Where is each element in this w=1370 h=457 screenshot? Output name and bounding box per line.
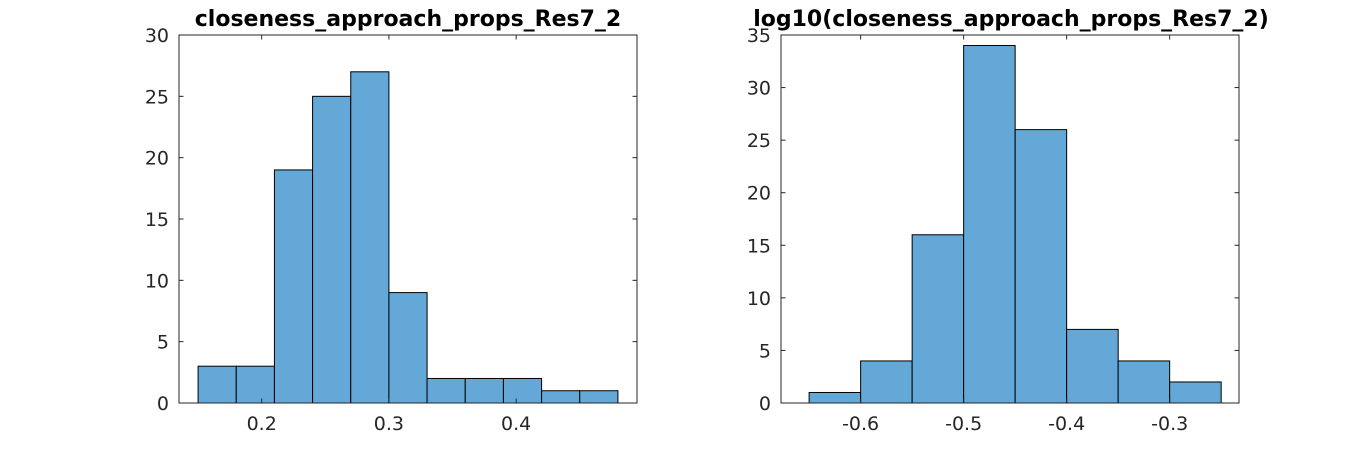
right-histogram-bar-5 xyxy=(1066,328,1119,404)
left-ytick-label: 30 xyxy=(145,25,169,47)
right-xtick-label: -0.4 xyxy=(1048,413,1085,435)
right-ytick-label: 25 xyxy=(747,130,771,152)
right-histogram-bar-4 xyxy=(1014,129,1068,404)
right-xtick-label: -0.5 xyxy=(945,413,982,435)
left-ytick-label: 0 xyxy=(157,393,169,415)
right-histogram-bar-2 xyxy=(911,234,965,404)
left-histogram-bar-5 xyxy=(388,292,428,404)
left-xtick-label: 0.2 xyxy=(247,413,277,435)
right-xtick-label: -0.6 xyxy=(842,413,879,435)
right-ytick-label: 0 xyxy=(759,393,771,415)
right-ytick-label: 20 xyxy=(747,183,771,205)
left-histogram-bar-3 xyxy=(312,95,352,404)
right-histogram-bars xyxy=(808,45,1222,404)
right-axes-box xyxy=(780,34,1240,404)
right-chart-title: log10(closeness_approach_props_Res7_2) xyxy=(753,7,1269,32)
left-histogram-bar-9 xyxy=(541,390,581,404)
right-ytick-label: 30 xyxy=(747,78,771,100)
left-histogram-bar-10 xyxy=(579,390,619,404)
left-histogram-bars xyxy=(197,71,619,404)
right-histogram-bar-1 xyxy=(860,360,913,404)
right-ytick-label: 35 xyxy=(747,25,771,47)
right-histogram-plot: log10(closeness_approach_props_Res7_2) 0… xyxy=(747,7,1269,435)
right-ytick-label: 10 xyxy=(747,288,771,310)
right-histogram-bar-7 xyxy=(1169,381,1222,404)
left-histogram-bar-6 xyxy=(426,377,466,404)
left-xtick-label: 0.4 xyxy=(501,413,531,435)
left-histogram-plot: closeness_approach_props_Res7_2 0 5 10 15 20… xyxy=(145,7,638,435)
left-ytick-label: 20 xyxy=(145,148,169,170)
left-histogram-bar-1 xyxy=(235,365,275,404)
right-histogram-bar-6 xyxy=(1117,360,1171,404)
left-ytick-label: 25 xyxy=(145,86,169,108)
left-histogram-bar-8 xyxy=(502,377,543,404)
right-ytick-label: 15 xyxy=(747,235,771,257)
left-axis-ticks: 0 5 10 15 20 25 30 0.2 0.3 0.4 xyxy=(145,25,637,435)
right-ytick-label: 5 xyxy=(759,340,771,362)
left-histogram-bar-0 xyxy=(197,365,237,404)
left-histogram-bar-2 xyxy=(273,169,314,404)
left-chart-title: closeness_approach_props_Res7_2 xyxy=(195,7,621,32)
left-ytick-label: 5 xyxy=(157,332,169,354)
right-histogram-bar-0 xyxy=(808,391,862,404)
left-histogram-bar-7 xyxy=(464,377,504,404)
right-histogram-bar-3 xyxy=(963,45,1016,404)
right-axis-ticks: 0 5 10 15 20 25 30 35 -0.6 -0.5 -0.4 -0.3 xyxy=(747,25,1239,435)
left-histogram-bar-4 xyxy=(350,71,390,404)
left-ytick-label: 10 xyxy=(145,270,169,292)
right-xtick-label: -0.3 xyxy=(1151,413,1188,435)
left-xtick-label: 0.3 xyxy=(374,413,404,435)
left-ytick-label: 15 xyxy=(145,209,169,231)
